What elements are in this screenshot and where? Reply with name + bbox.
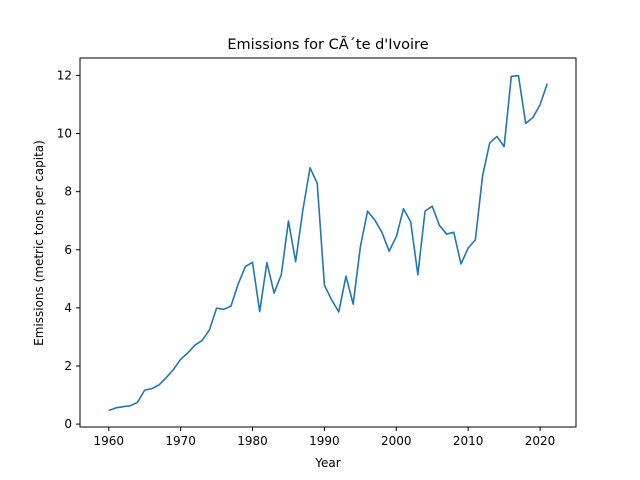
- x-tick-label: 1990: [309, 434, 340, 448]
- y-tick-label: 12: [57, 68, 72, 82]
- chart-title: Emissions for CÃ´te d'Ivoire: [227, 36, 428, 53]
- plot-area: [80, 58, 576, 427]
- y-tick-label: 2: [64, 359, 72, 373]
- x-axis-label: Year: [314, 456, 340, 470]
- x-tick-label: 2010: [453, 434, 484, 448]
- x-tick-label: 1980: [237, 434, 268, 448]
- y-axis-label: Emissions (metric tons per capita): [32, 140, 46, 346]
- x-axis-ticks: 1960 1970 1980 1990 2000 2010 2020: [93, 427, 555, 448]
- y-tick-label: 6: [64, 243, 72, 257]
- x-tick-label: 2020: [525, 434, 556, 448]
- y-tick-label: 0: [64, 417, 72, 431]
- y-tick-label: 10: [57, 127, 72, 141]
- y-axis-ticks: 0 2 4 6 8 10 12: [57, 68, 80, 431]
- plot-frame: [79, 57, 577, 428]
- x-tick-label: 1960: [93, 434, 124, 448]
- x-tick-label: 1970: [165, 434, 196, 448]
- y-tick-label: 8: [64, 185, 72, 199]
- series-line: [108, 74, 549, 412]
- x-tick-label: 2000: [381, 434, 412, 448]
- y-tick-label: 4: [64, 301, 72, 315]
